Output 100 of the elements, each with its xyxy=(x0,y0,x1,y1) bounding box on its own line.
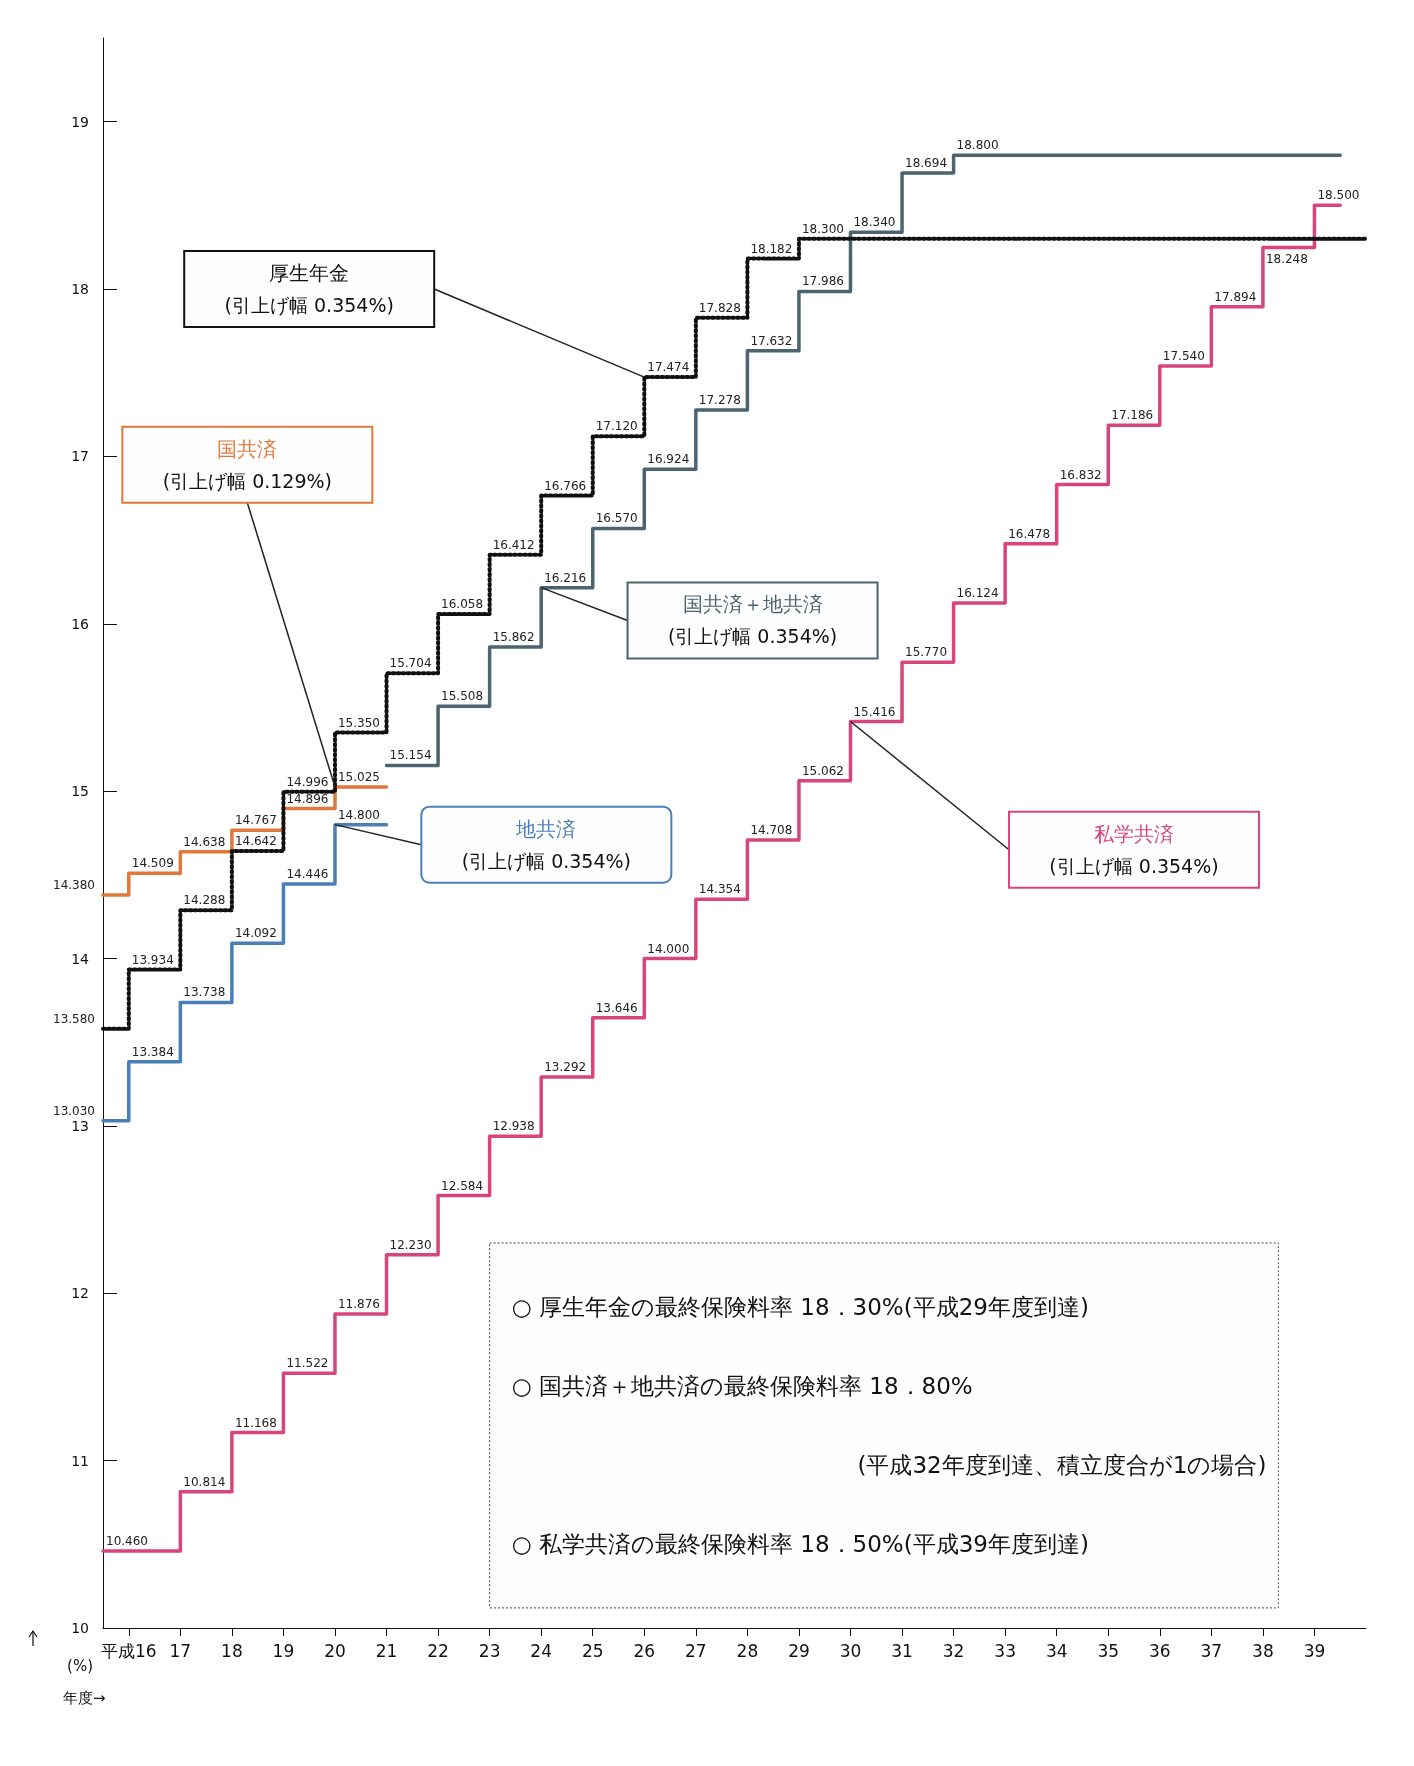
data-label: 14.642 xyxy=(234,834,277,849)
data-label: 16.766 xyxy=(544,478,587,493)
x-tick-label: 21 xyxy=(375,1640,398,1661)
data-label: 18.340 xyxy=(853,215,896,230)
data-label: 15.508 xyxy=(441,689,484,704)
x-tick-label: 18 xyxy=(221,1640,243,1661)
y-tick-label: 14 xyxy=(71,950,90,967)
data-label: 13.646 xyxy=(595,1000,638,1015)
x-tick-label: 36 xyxy=(1148,1640,1171,1661)
data-label: 14.288 xyxy=(183,893,226,908)
annotation: (引上げ幅 0.354%) xyxy=(1049,854,1219,877)
data-label: 12.938 xyxy=(492,1119,535,1134)
data-label: 15.862 xyxy=(492,629,535,644)
data-label: 13.384 xyxy=(131,1044,174,1059)
data-label: 17.186 xyxy=(1111,408,1154,423)
annotation: ○ 国共済＋地共済の最終保険料率 18．80% xyxy=(511,1372,973,1399)
text: 私学共済 xyxy=(1094,821,1175,846)
x-tick-label: 25 xyxy=(581,1640,604,1661)
text: 国共済＋地共済 xyxy=(682,592,823,617)
data-label: 14.708 xyxy=(750,823,793,838)
y-axis-title: (%) xyxy=(67,1656,93,1675)
data-label: 14.092 xyxy=(234,926,277,941)
x-tick-label: 35 xyxy=(1097,1640,1120,1661)
x-tick-label: 38 xyxy=(1252,1640,1274,1661)
data-label: 17.278 xyxy=(698,392,741,407)
x-tick-label: 26 xyxy=(633,1640,656,1661)
y-tick-label: 16 xyxy=(71,615,90,632)
data-label: 15.350 xyxy=(337,715,380,730)
x-tick-label: 平成16 xyxy=(100,1640,157,1661)
data-label: 14.000 xyxy=(647,941,690,956)
data-label: 16.412 xyxy=(492,537,535,552)
data-label: 17.894 xyxy=(1214,289,1257,304)
annotation: (引上げ幅 0.354%) xyxy=(224,294,394,317)
x-tick-label: 20 xyxy=(324,1640,346,1661)
x-tick-label: 32 xyxy=(942,1640,965,1661)
data-label: 16.570 xyxy=(595,511,638,526)
data-label: 16.924 xyxy=(647,452,690,467)
data-label: 14.800 xyxy=(337,807,380,822)
x-tick-label: 23 xyxy=(478,1640,501,1661)
x-tick-label: 29 xyxy=(788,1640,810,1661)
x-tick-label: 37 xyxy=(1200,1640,1223,1661)
y-tick-label: 13 xyxy=(71,1117,89,1134)
x-tick-label: 22 xyxy=(427,1640,449,1661)
x-tick-label: 27 xyxy=(685,1640,707,1661)
annotation: (引上げ幅 0.354%) xyxy=(667,625,838,648)
data-label: 13.292 xyxy=(544,1060,587,1075)
data-label: 17.986 xyxy=(801,274,844,289)
text: 地共済 xyxy=(515,816,577,841)
data-label: 17.828 xyxy=(698,300,741,315)
y-tick-label: 15 xyxy=(71,783,89,800)
data-label: 11.522 xyxy=(286,1356,329,1371)
data-label: 13.030 xyxy=(53,1103,95,1118)
annotation: (引上げ幅 0.129%) xyxy=(162,469,332,492)
data-label: 14.354 xyxy=(698,882,741,897)
data-label: 16.832 xyxy=(1059,467,1102,482)
data-label: 14.996 xyxy=(286,774,329,789)
data-label: 12.230 xyxy=(389,1237,432,1252)
data-label: 14.509 xyxy=(131,856,174,871)
data-label: 12.584 xyxy=(441,1178,484,1193)
data-label: 17.474 xyxy=(647,360,690,375)
annotation: (引上げ幅 0.354%) xyxy=(461,849,631,872)
data-label: 18.182 xyxy=(750,241,793,256)
data-label: 14.896 xyxy=(286,791,329,806)
data-label: 15.704 xyxy=(389,656,432,671)
data-label: 17.120 xyxy=(595,419,638,434)
text: 厚生年金 xyxy=(269,261,350,286)
x-tick-label: 19 xyxy=(272,1640,295,1661)
data-label: 15.025 xyxy=(337,769,380,784)
x-tick-label: 24 xyxy=(530,1640,552,1661)
annotation: ○ 私学共済の最終保険料率 18．50%(平成39年度到達) xyxy=(511,1531,1089,1558)
text: 国共済 xyxy=(217,436,278,461)
x-tick-label: 34 xyxy=(1045,1640,1068,1661)
data-label: 16.058 xyxy=(441,597,484,612)
x-tick-label: 17 xyxy=(169,1640,192,1661)
x-tick-label: 39 xyxy=(1303,1640,1326,1661)
data-label: 10.814 xyxy=(183,1474,226,1489)
data-label: 14.767 xyxy=(234,813,277,828)
data-label: 18.500 xyxy=(1317,188,1360,203)
y-tick-label: 18 xyxy=(71,281,89,298)
annotation: ○ 厚生年金の最終保険料率 18．30%(平成29年度到達) xyxy=(511,1293,1089,1320)
data-label: 11.876 xyxy=(337,1297,380,1312)
x-tick-label: 31 xyxy=(891,1640,913,1661)
data-label: 18.300 xyxy=(801,221,844,236)
y-tick-label: 11 xyxy=(71,1452,89,1469)
data-label: 17.632 xyxy=(750,333,793,348)
data-label: 13.738 xyxy=(183,985,226,1000)
data-label: 16.478 xyxy=(1008,526,1051,541)
data-label: 13.934 xyxy=(131,952,174,967)
data-label: 15.770 xyxy=(905,645,948,660)
y-tick-label: 12 xyxy=(71,1285,89,1302)
data-label: 15.062 xyxy=(801,763,844,778)
data-label: 13.580 xyxy=(53,1011,95,1026)
x-tick-label: 33 xyxy=(994,1640,1016,1661)
data-label: 18.694 xyxy=(905,155,948,170)
data-label: 16.124 xyxy=(956,586,999,601)
data-label: 15.416 xyxy=(853,704,896,719)
x-axis-title: 年度→ xyxy=(63,1688,106,1707)
data-label: 10.460 xyxy=(106,1534,148,1549)
data-label: 11.168 xyxy=(234,1415,277,1430)
data-label: 14.638 xyxy=(183,834,226,849)
